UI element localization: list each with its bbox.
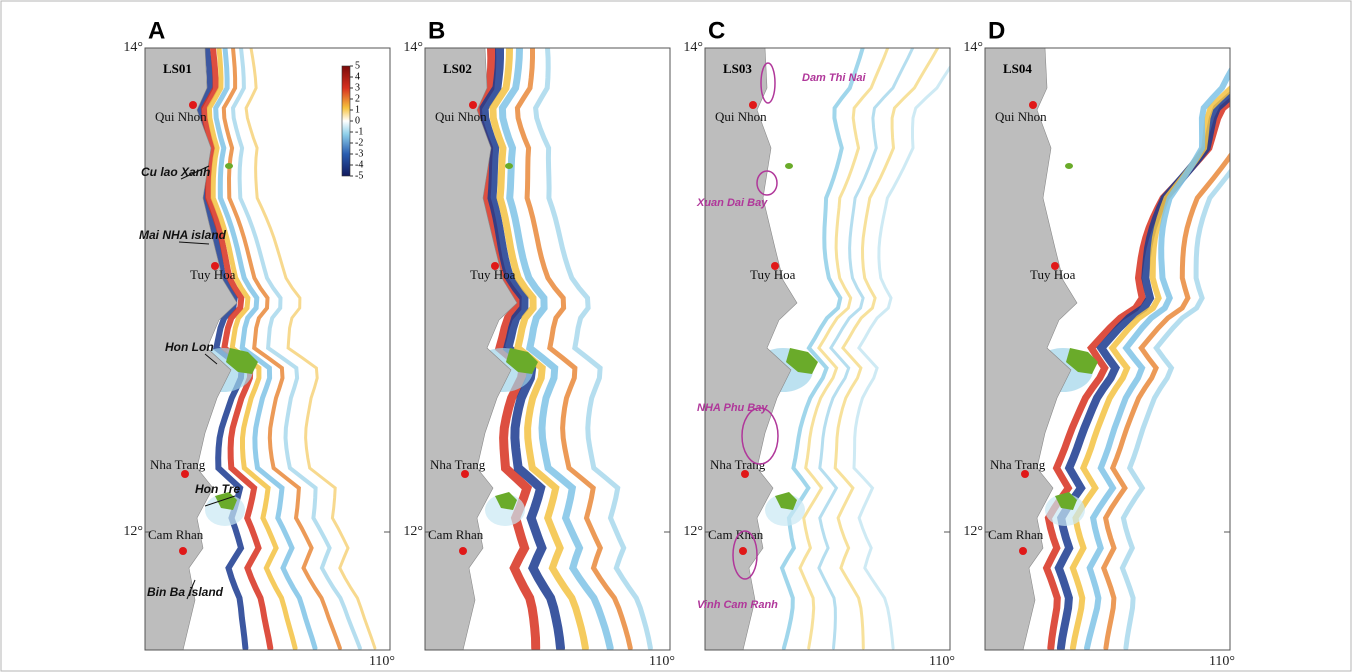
scenario-label: LS01 xyxy=(163,61,192,76)
city-label: Nha Trang xyxy=(430,457,486,472)
colorbar-label: 1 xyxy=(355,104,360,115)
island-label: Hon Lon xyxy=(165,340,214,354)
colorbar-label: 4 xyxy=(355,71,360,82)
city-label: Cam Rhan xyxy=(988,527,1044,542)
colorbar-label: 0 xyxy=(355,115,360,126)
colorbar-label: -4 xyxy=(355,159,363,170)
lat-label: 14° xyxy=(683,40,703,55)
lat-label: 14° xyxy=(963,40,983,55)
bay-label: Xuan Dai Bay xyxy=(696,197,768,209)
city-label: Tuy Hoa xyxy=(470,267,516,282)
city-marker xyxy=(739,547,747,555)
city-marker xyxy=(189,101,197,109)
map-panel: 14° 12° 110° LS02 Qui Nhon Tuy Hoa Nha Trang Ca… xyxy=(403,40,675,669)
panel-letter: D xyxy=(988,17,1005,44)
colorbar-label: -1 xyxy=(355,126,363,137)
scenario-label: LS03 xyxy=(723,61,752,76)
island xyxy=(225,163,233,169)
city-marker xyxy=(1029,101,1037,109)
lat-label: 14° xyxy=(123,40,143,55)
lat-label: 12° xyxy=(963,524,983,539)
city-marker xyxy=(459,547,467,555)
city-marker xyxy=(749,101,757,109)
panel-letter: C xyxy=(708,17,725,44)
colorbar-label: -2 xyxy=(355,137,363,148)
scenario-label: LS04 xyxy=(1003,61,1032,76)
colorbar-label: 3 xyxy=(355,82,360,93)
colorbar-label: 5 xyxy=(355,60,360,71)
city-label: Tuy Hoa xyxy=(1030,267,1076,282)
bay-label: Dam Thi Nai xyxy=(802,72,867,84)
colorbar-label: 2 xyxy=(355,93,360,104)
map-body xyxy=(705,48,963,650)
lon-label: 110° xyxy=(369,654,395,669)
bay-label: NHA Phu Bay xyxy=(697,402,768,414)
island xyxy=(505,163,513,169)
city-label: Cam Rhan xyxy=(428,527,484,542)
map-panel: 14° 12° 110° LS01 Qui Nhon Tuy Hoa Nha Trang Ca… xyxy=(123,40,395,669)
city-marker xyxy=(469,101,477,109)
lon-label: 110° xyxy=(649,654,675,669)
city-marker xyxy=(1019,547,1027,555)
island-label: Mai NHA island xyxy=(139,228,227,242)
city-label: Qui Nhon xyxy=(995,109,1047,124)
island xyxy=(785,163,793,169)
island xyxy=(1065,163,1073,169)
bay-label: Vinh Cam Ranh xyxy=(697,599,778,611)
city-label: Cam Rhan xyxy=(148,527,204,542)
panel-letter: B xyxy=(428,17,445,44)
city-label: Qui Nhon xyxy=(715,109,767,124)
city-label: Nha Trang xyxy=(150,457,206,472)
city-label: Qui Nhon xyxy=(435,109,487,124)
scenario-label: LS02 xyxy=(443,61,472,76)
island-label: Bin Ba island xyxy=(147,585,224,599)
lat-label: 12° xyxy=(123,524,143,539)
island-label: Cu lao Xanh xyxy=(141,165,210,179)
city-label: Nha Trang xyxy=(990,457,1046,472)
city-marker xyxy=(179,547,187,555)
lat-label: 12° xyxy=(403,524,423,539)
lat-label: 14° xyxy=(403,40,423,55)
city-label: Tuy Hoa xyxy=(750,267,796,282)
lon-label: 110° xyxy=(929,654,955,669)
lat-label: 12° xyxy=(683,524,703,539)
colorbar-label: -3 xyxy=(355,148,363,159)
colorbar xyxy=(342,66,350,176)
lon-label: 110° xyxy=(1209,654,1235,669)
panel-letter: A xyxy=(148,17,165,44)
city-label: Qui Nhon xyxy=(155,109,207,124)
island-label: Hon Tre xyxy=(195,482,240,496)
figure: 14° 12° 110° LS01 Qui Nhon Tuy Hoa Nha Trang Ca… xyxy=(0,0,1352,672)
colorbar-label: -5 xyxy=(355,170,363,181)
city-label: Tuy Hoa xyxy=(190,267,236,282)
map-body xyxy=(425,48,670,650)
